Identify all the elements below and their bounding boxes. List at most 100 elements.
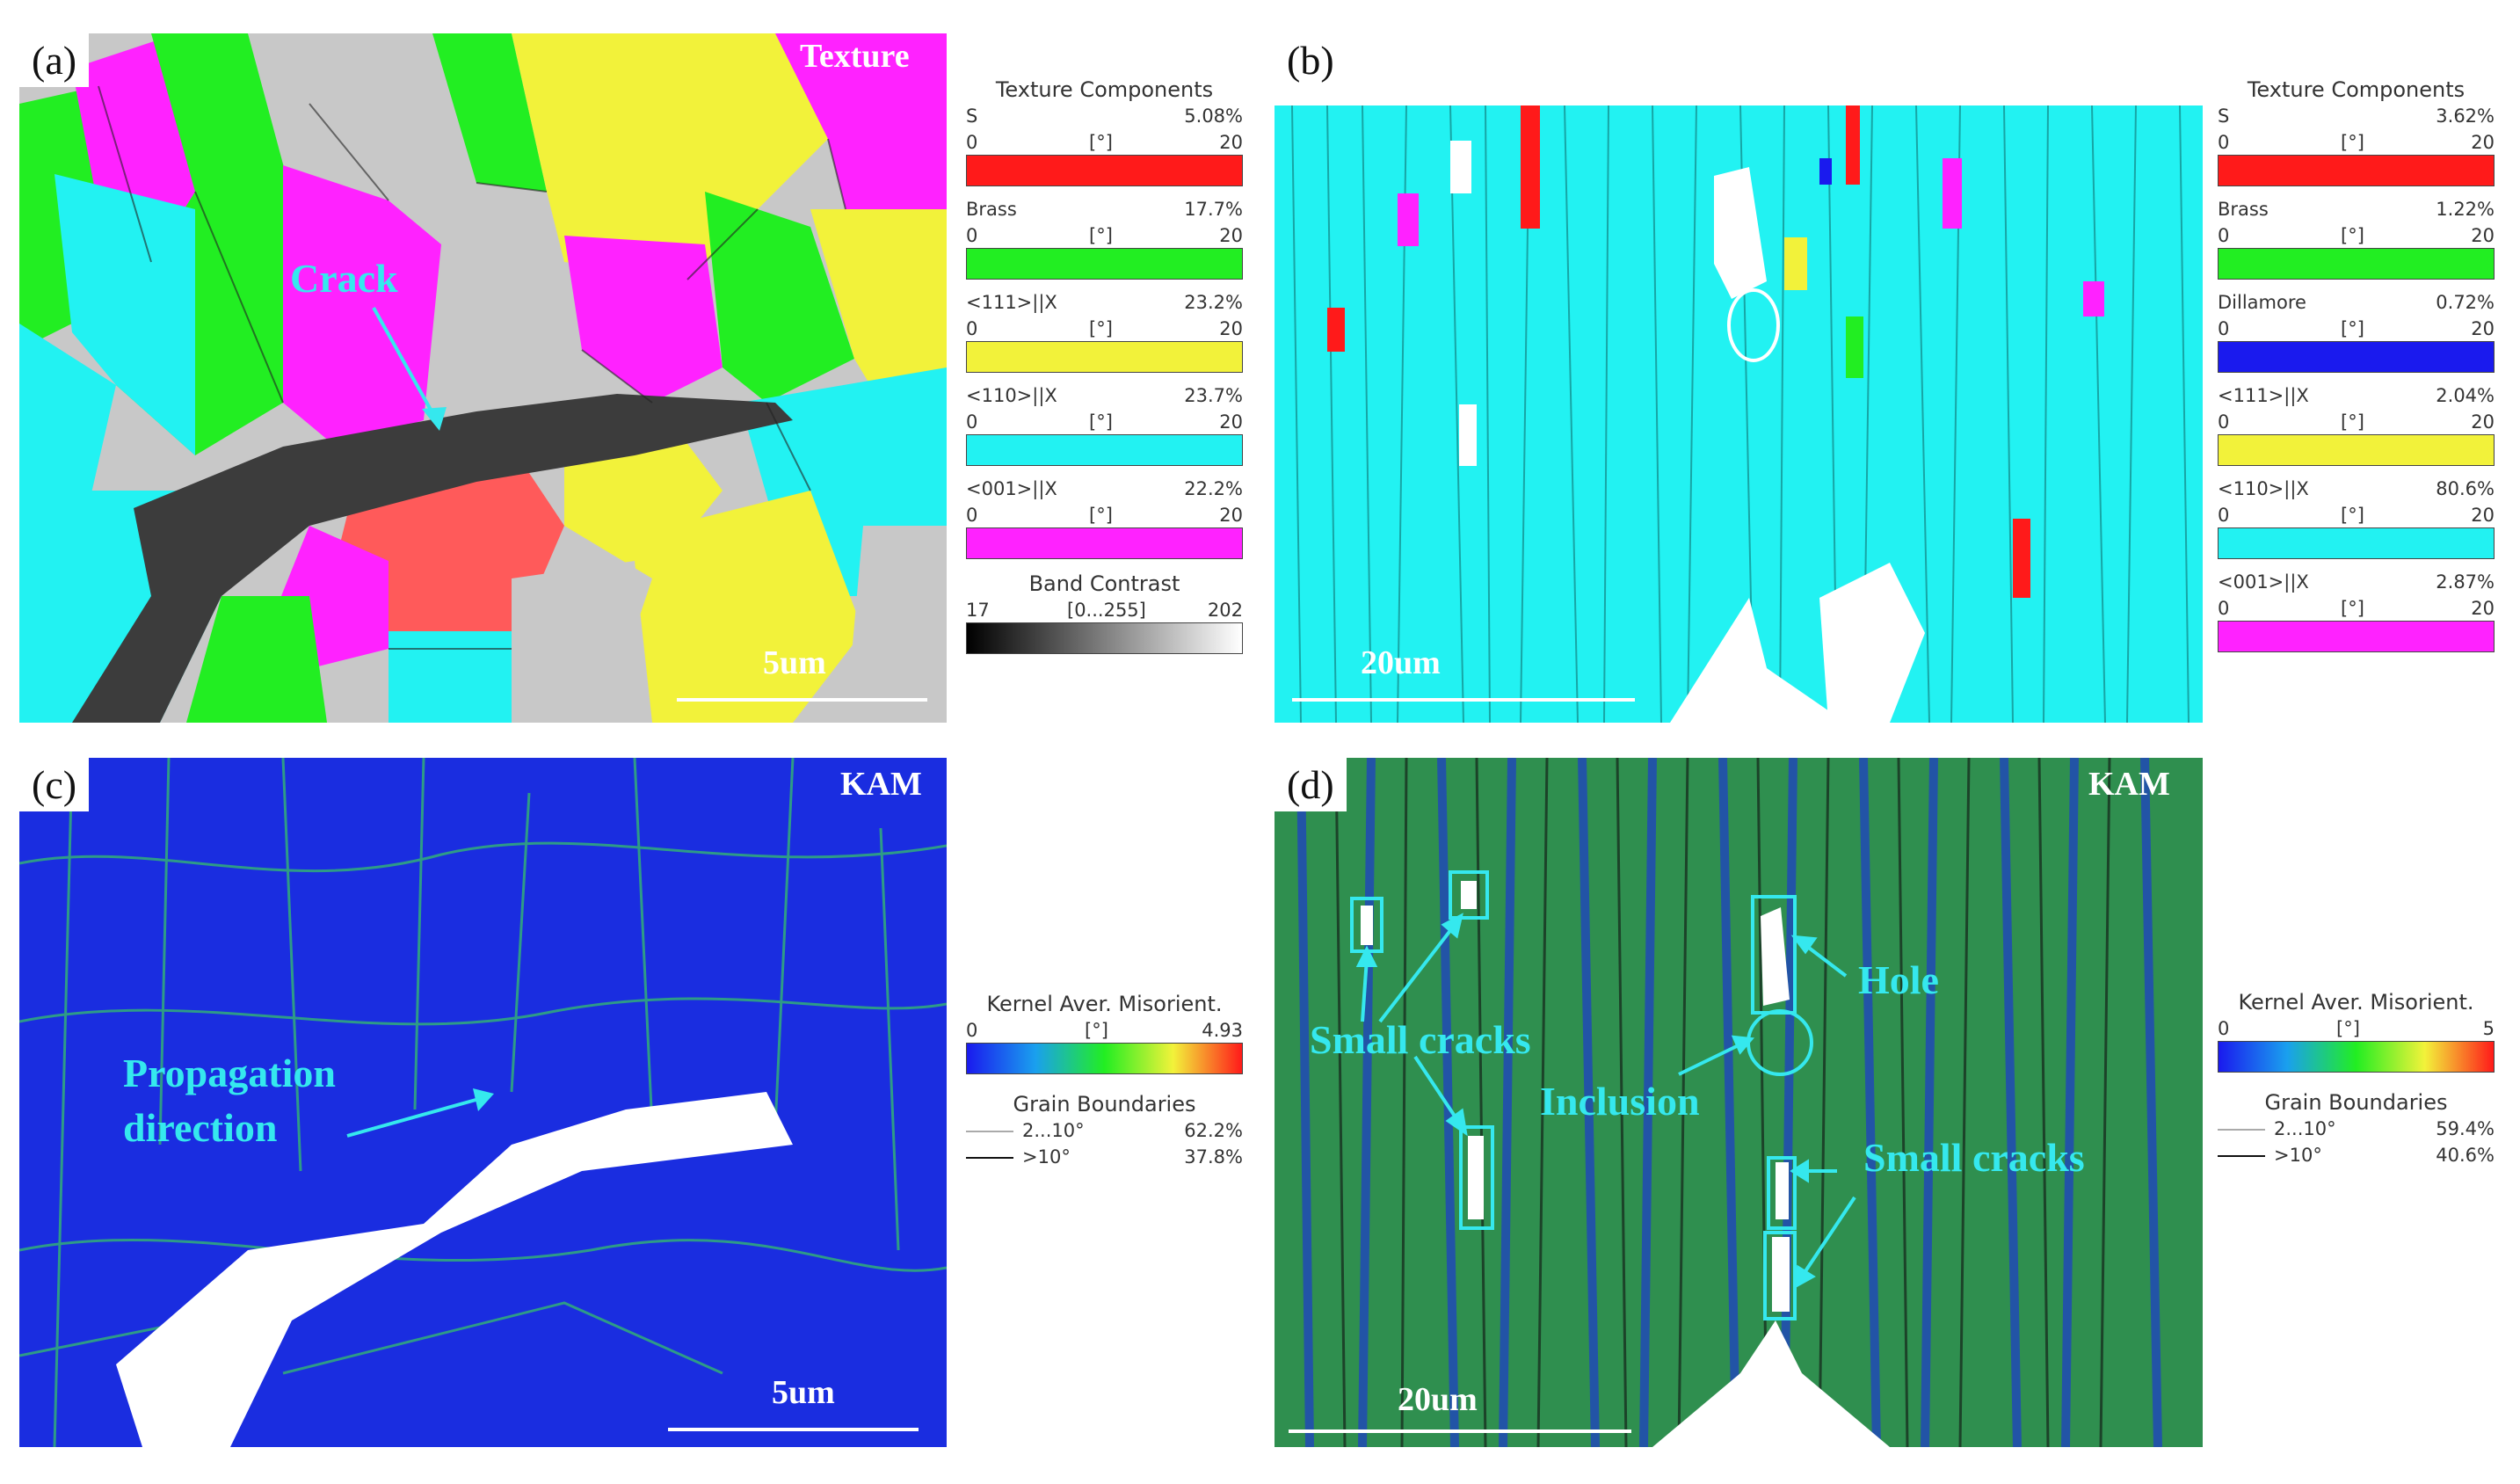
kam-title-c: Kernel Aver. Misorient. bbox=[986, 992, 1223, 1016]
map-title-c: KAM bbox=[840, 766, 922, 803]
range-max: 20 bbox=[2471, 598, 2495, 619]
legend-components-b: S 3.62% 0 [°] 20 Brass 1.22% 0 [°] 20 Dillamore 0.7… bbox=[2218, 102, 2495, 652]
panel-label-d: (d) bbox=[1275, 758, 1347, 811]
texture-component-1: Brass 1.22% 0 [°] 20 bbox=[2218, 195, 2495, 280]
gb-row-low-c: 2...10° 62.2% bbox=[966, 1117, 1243, 1143]
component-pct: 5.08% bbox=[1184, 105, 1243, 127]
texture-component-5: <001>||X 2.87% 0 [°] 20 bbox=[2218, 568, 2495, 652]
range-unit: [°] bbox=[1089, 225, 1113, 246]
component-range: 0 [°] 20 bbox=[966, 315, 1243, 341]
texture-component-0: S 3.62% 0 [°] 20 bbox=[2218, 102, 2495, 186]
band-range: [0...255] bbox=[1067, 600, 1146, 621]
gb-title-d: Grain Boundaries bbox=[2264, 1090, 2448, 1115]
component-swatch bbox=[966, 527, 1243, 559]
component-header: <001>||X 2.87% bbox=[2218, 568, 2495, 594]
component-header: <111>||X 23.2% bbox=[966, 288, 1243, 315]
inclusion-circle bbox=[1747, 1009, 1813, 1076]
component-swatch bbox=[2218, 341, 2495, 373]
gb-low-label-d: 2...10° bbox=[2274, 1118, 2336, 1139]
component-swatch bbox=[966, 248, 1243, 280]
band-contrast-bar bbox=[966, 622, 1243, 654]
component-pct: 0.72% bbox=[2436, 292, 2495, 313]
annotation-overlay-d bbox=[1350, 870, 1856, 1320]
range-unit: [°] bbox=[2341, 411, 2364, 433]
component-name: <111>||X bbox=[2218, 385, 2309, 406]
range-max: 20 bbox=[1219, 225, 1243, 246]
map-title-b: Texture bbox=[2053, 38, 2163, 75]
band-contrast-title: Band Contrast bbox=[1028, 571, 1180, 596]
kam-range-d: 0 [°] 5 bbox=[2218, 1015, 2495, 1041]
range-unit: [°] bbox=[2341, 132, 2364, 153]
legend-b: Texture Components S 3.62% 0 [°] 20 Brass 1.22… bbox=[2218, 77, 2495, 661]
texture-grains-a bbox=[19, 33, 947, 723]
gb-low-pct-c: 62.2% bbox=[1184, 1120, 1243, 1141]
texture-component-4: <110>||X 80.6% 0 [°] 20 bbox=[2218, 475, 2495, 559]
gb-low-label-c: 2...10° bbox=[1022, 1120, 1085, 1141]
gb-row-high-c: >10° 37.8% bbox=[966, 1143, 1243, 1169]
scale-label-a: 5um bbox=[763, 644, 826, 681]
gb-high-line-c bbox=[966, 1157, 1013, 1159]
component-header: S 3.62% bbox=[2218, 102, 2495, 128]
scale-bar-d bbox=[1289, 1429, 1631, 1433]
crack-label: Crack bbox=[290, 256, 398, 301]
texture-component-0: S 5.08% 0 [°] 20 bbox=[966, 102, 1243, 186]
component-name: <111>||X bbox=[966, 292, 1057, 313]
component-header: <111>||X 2.04% bbox=[2218, 382, 2495, 408]
range-min: 0 bbox=[966, 318, 978, 339]
range-min: 0 bbox=[966, 411, 978, 433]
component-range: 0 [°] 20 bbox=[966, 222, 1243, 248]
gb-high-line-d bbox=[2218, 1155, 2265, 1157]
component-pct: 22.2% bbox=[1184, 478, 1243, 499]
component-header: <001>||X 22.2% bbox=[966, 475, 1243, 501]
gb-high-pct-d: 40.6% bbox=[2436, 1145, 2495, 1166]
kam-range-c: 0 [°] 4.93 bbox=[966, 1016, 1243, 1043]
range-unit: [°] bbox=[2341, 318, 2364, 339]
range-unit: [°] bbox=[2341, 505, 2364, 526]
component-swatch bbox=[2218, 434, 2495, 466]
hole-box bbox=[1751, 895, 1797, 1015]
component-range: 0 [°] 20 bbox=[966, 408, 1243, 434]
propagation-label-line1: Propagation bbox=[123, 1051, 336, 1095]
component-range: 0 [°] 20 bbox=[2218, 128, 2495, 155]
component-name: <001>||X bbox=[966, 478, 1057, 499]
component-swatch bbox=[2218, 621, 2495, 652]
kam-colorbar-d bbox=[2218, 1041, 2495, 1073]
hole-label: Hole bbox=[1858, 957, 1939, 1002]
crack-box-2 bbox=[1449, 870, 1489, 920]
component-header: S 5.08% bbox=[966, 102, 1243, 128]
component-pct: 3.62% bbox=[2436, 105, 2495, 127]
range-max: 20 bbox=[1219, 505, 1243, 526]
range-min: 0 bbox=[2218, 411, 2230, 433]
range-min: 0 bbox=[2218, 505, 2230, 526]
legend-title-a: Texture Components bbox=[995, 77, 1214, 102]
component-pct: 1.22% bbox=[2436, 199, 2495, 220]
legend-d: Kernel Aver. Misorient. 0 [°] 5 Grain Bo… bbox=[2218, 990, 2495, 1168]
scale-bar-b bbox=[1292, 698, 1635, 702]
component-swatch bbox=[2218, 527, 2495, 559]
gb-row-high-d: >10° 40.6% bbox=[2218, 1141, 2495, 1168]
range-max: 20 bbox=[2471, 225, 2495, 246]
component-range: 0 [°] 20 bbox=[966, 128, 1243, 155]
kam-unit-c: [°] bbox=[1085, 1020, 1108, 1041]
scale-bar-a bbox=[677, 698, 927, 702]
range-min: 0 bbox=[966, 225, 978, 246]
propagation-arrow bbox=[346, 1088, 494, 1138]
component-name: <001>||X bbox=[2218, 571, 2309, 593]
component-pct: 80.6% bbox=[2436, 478, 2495, 499]
crack-arrow bbox=[372, 307, 447, 431]
range-max: 20 bbox=[2471, 411, 2495, 433]
kam-min-d: 0 bbox=[2218, 1018, 2230, 1039]
texture-component-1: Brass 17.7% 0 [°] 20 bbox=[966, 195, 1243, 280]
panel-label-b: (b) bbox=[1275, 33, 1347, 87]
component-swatch bbox=[966, 341, 1243, 373]
component-range: 0 [°] 20 bbox=[2218, 222, 2495, 248]
gb-high-label-d: >10° bbox=[2274, 1145, 2322, 1166]
component-range: 0 [°] 20 bbox=[966, 501, 1243, 527]
range-min: 0 bbox=[2218, 132, 2230, 153]
range-min: 0 bbox=[2218, 318, 2230, 339]
scale-label-d: 20um bbox=[1398, 1381, 1478, 1418]
small-cracks-left-label: Small cracks bbox=[1310, 1017, 1531, 1062]
propagation-label-line2: direction bbox=[123, 1105, 278, 1150]
scale-label-b: 20um bbox=[1361, 644, 1441, 681]
range-min: 0 bbox=[966, 132, 978, 153]
